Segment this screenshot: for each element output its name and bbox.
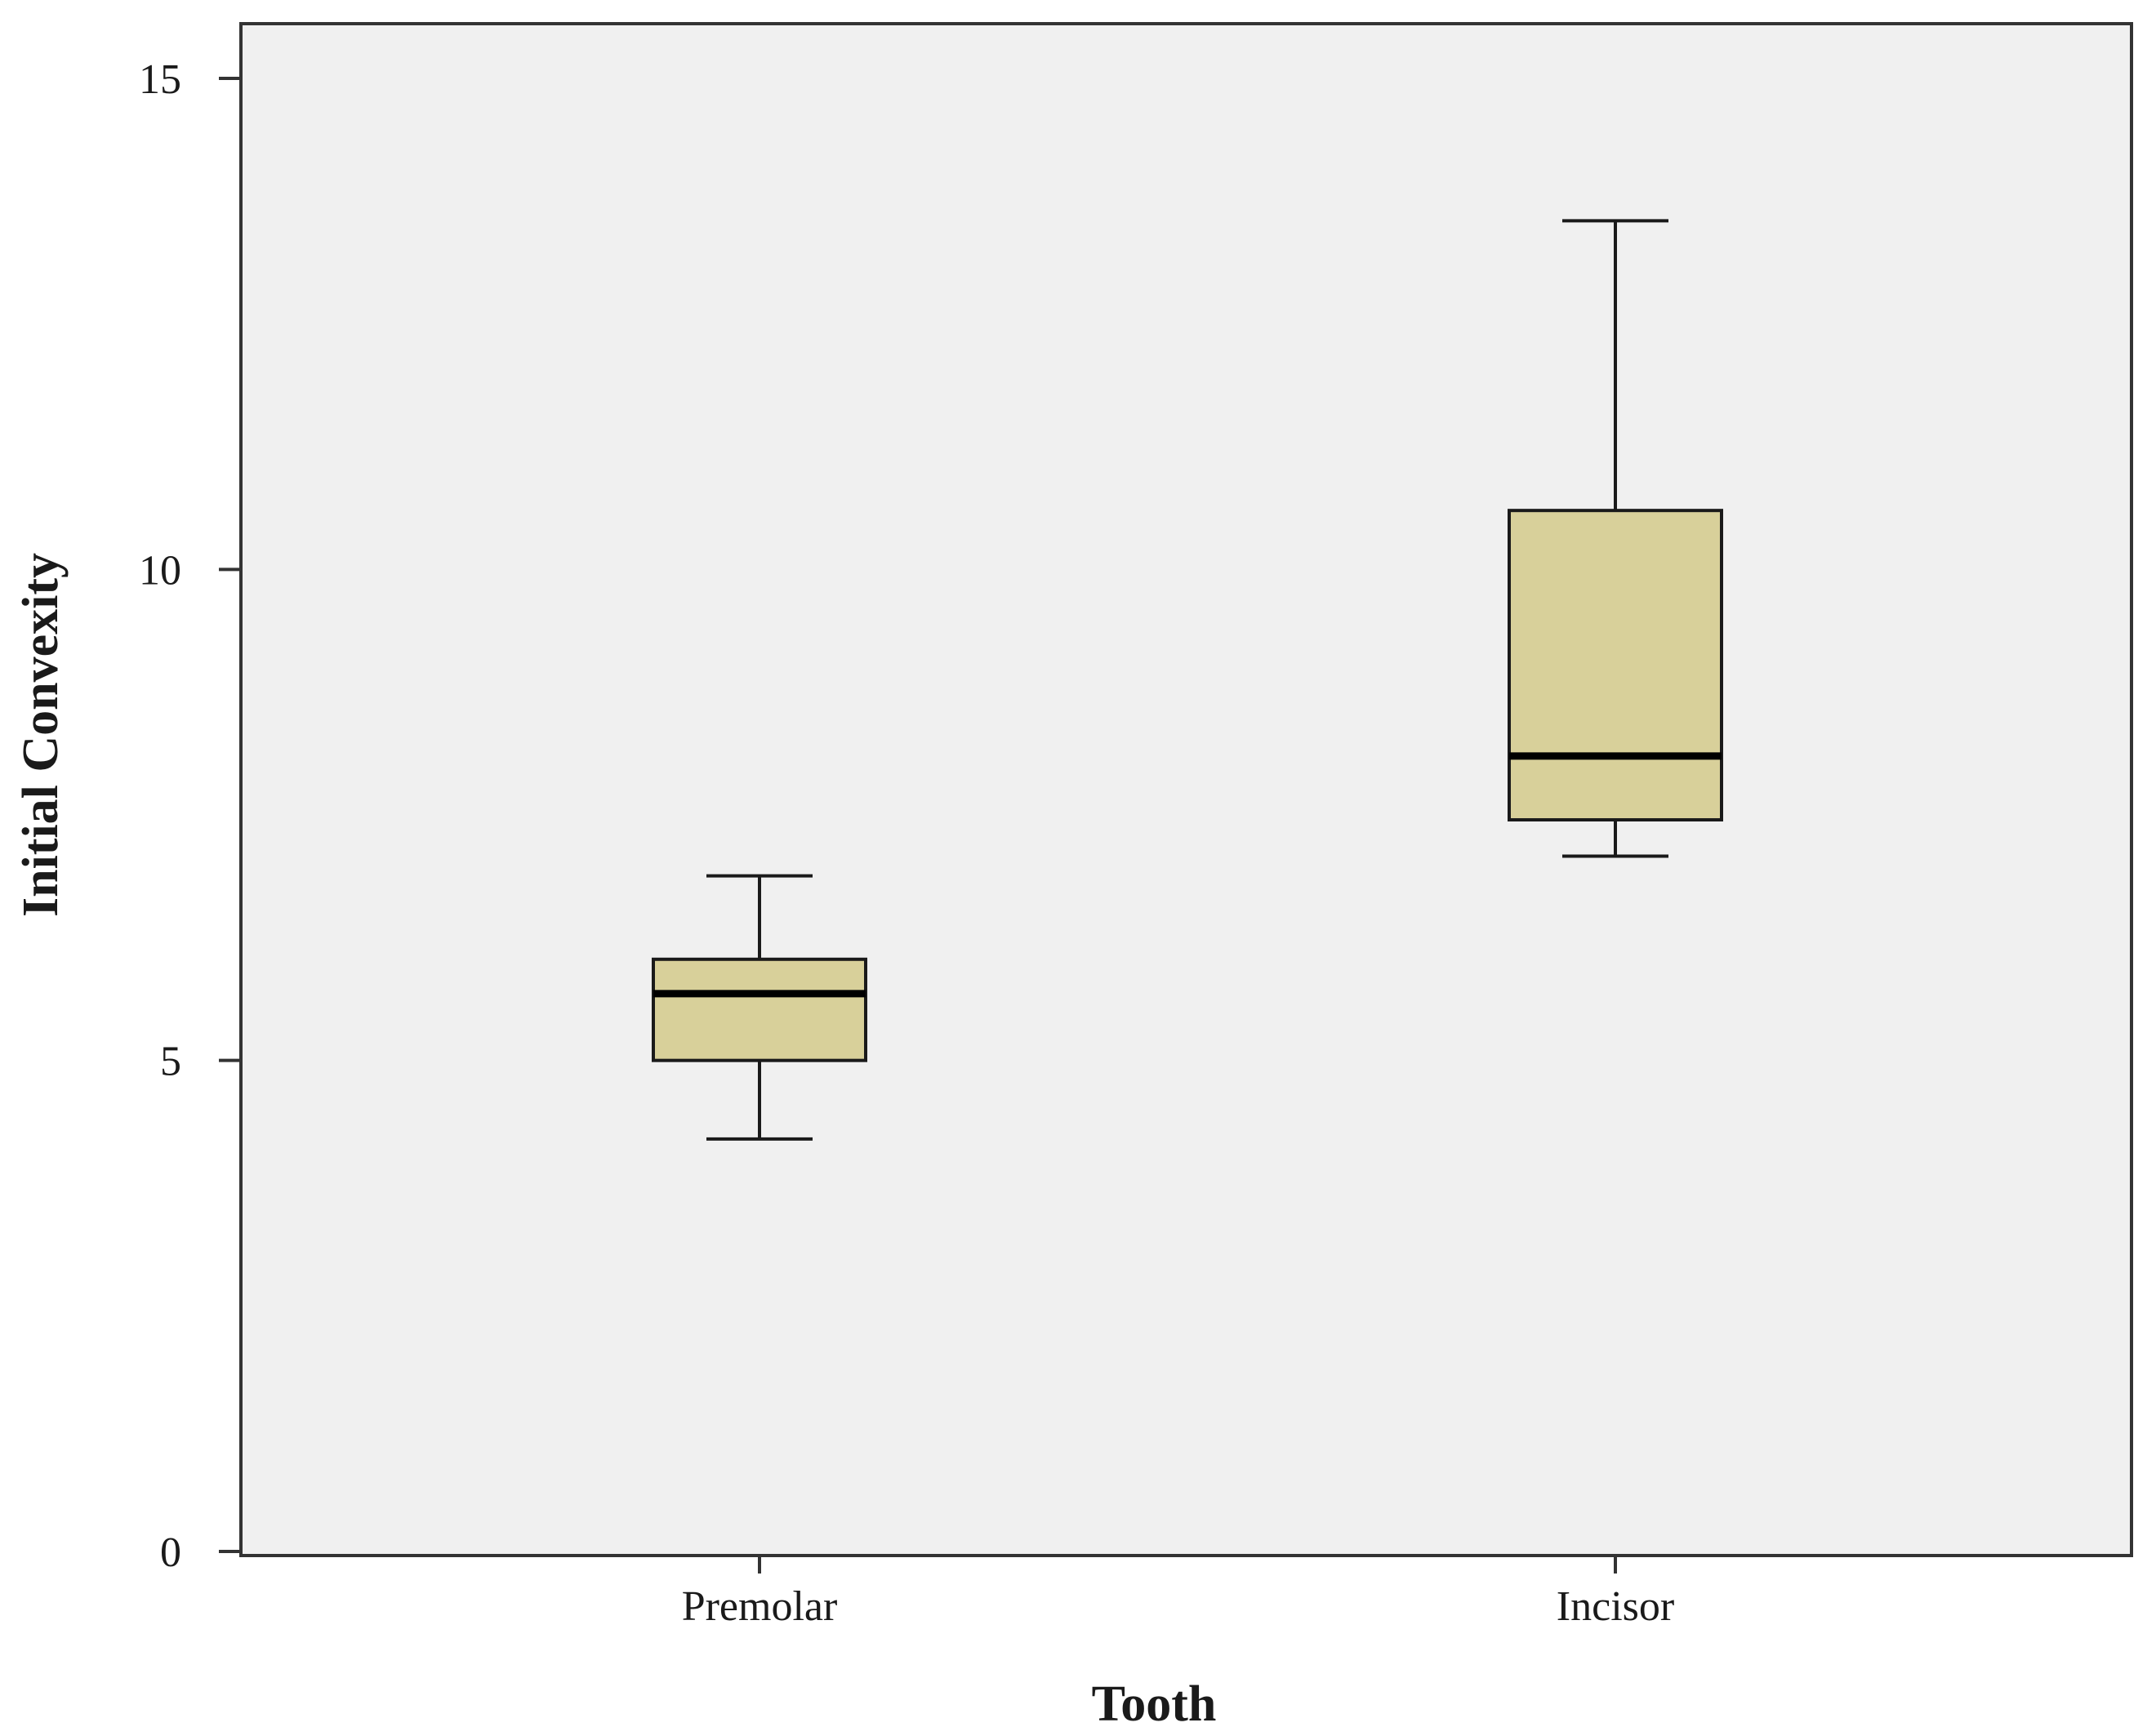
y-tick-label: 15 — [139, 56, 181, 103]
iqr-box — [1508, 509, 1723, 822]
x-tick-label: Incisor — [1557, 1583, 1674, 1630]
y-axis: 0 5 10 15 — [139, 56, 241, 1576]
y-tick-label: 5 — [160, 1039, 181, 1085]
x-axis: Premolar Incisor — [682, 1556, 1674, 1630]
x-axis-title: Tooth — [1092, 1676, 1217, 1732]
boxes-group — [652, 219, 1723, 1141]
plot-area-background — [239, 22, 2133, 1557]
box-incisor — [1508, 219, 1723, 858]
y-tick-label: 0 — [160, 1529, 181, 1576]
y-tick-label: 10 — [139, 547, 181, 594]
y-axis-title: Initial Convexity — [13, 553, 69, 917]
x-tick-label: Premolar — [682, 1583, 838, 1630]
iqr-box — [652, 957, 867, 1062]
box-premolar — [652, 874, 867, 1141]
